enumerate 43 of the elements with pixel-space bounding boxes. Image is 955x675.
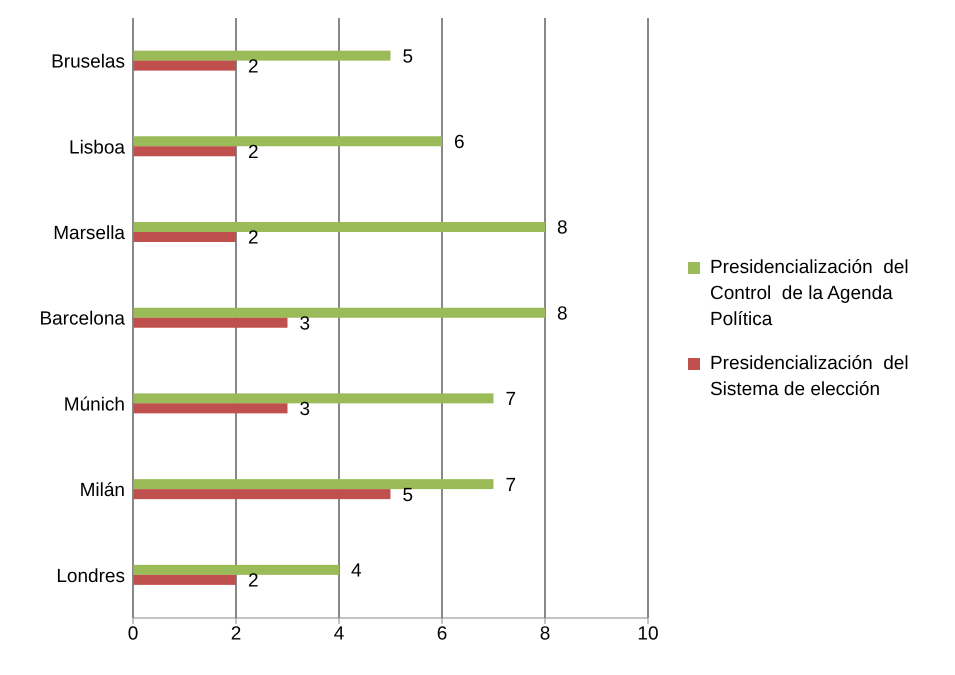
y-tick-label: Milán: [80, 480, 125, 502]
data-label: 5: [402, 484, 414, 506]
data-label: 7: [506, 474, 516, 496]
data-label: 2: [248, 228, 259, 249]
y-tick-label: Londres: [56, 566, 125, 587]
bar: [133, 564, 339, 575]
data-label: 4: [351, 560, 362, 582]
data-label: 3: [300, 313, 310, 334]
bar: [133, 146, 236, 156]
bar: [133, 489, 390, 500]
data-label: 8: [557, 218, 568, 239]
bar: [133, 232, 236, 242]
y-tick-label: Múnich: [64, 394, 125, 416]
x-tick-label: 8: [540, 623, 550, 644]
bar: [133, 50, 390, 61]
y-tick-label: Marsella: [53, 223, 126, 244]
x-tick-label: 0: [128, 623, 138, 644]
legend-label: Presidencialización del Sistema de elección: [710, 352, 910, 402]
data-label: 5: [402, 46, 414, 68]
data-label: 8: [557, 303, 568, 324]
legend-label: Presidencialización del Control de la Agenda Política: [710, 256, 910, 332]
bar: [133, 222, 545, 232]
data-label: 2: [248, 570, 259, 592]
bar: [133, 60, 236, 71]
bar: [133, 318, 288, 328]
bar: [133, 574, 236, 585]
x-tick-label: 2: [230, 623, 242, 644]
x-tick-label: 4: [334, 623, 345, 644]
y-tick-label: Bruselas: [51, 52, 125, 73]
data-label: 2: [248, 142, 259, 164]
bar: [133, 393, 494, 404]
data-label: 2: [248, 56, 259, 78]
data-label: 7: [506, 389, 516, 410]
y-tick-label: Barcelona: [39, 308, 126, 330]
bar: [133, 403, 288, 414]
bar: [133, 308, 545, 318]
y-tick-label: Lisboa: [69, 137, 126, 158]
x-tick-label: 10: [637, 623, 659, 644]
data-label: 6: [454, 132, 465, 154]
data-label: 3: [300, 399, 310, 420]
bar: [133, 479, 494, 490]
x-tick-label: 6: [436, 623, 448, 644]
bar: [133, 136, 442, 146]
